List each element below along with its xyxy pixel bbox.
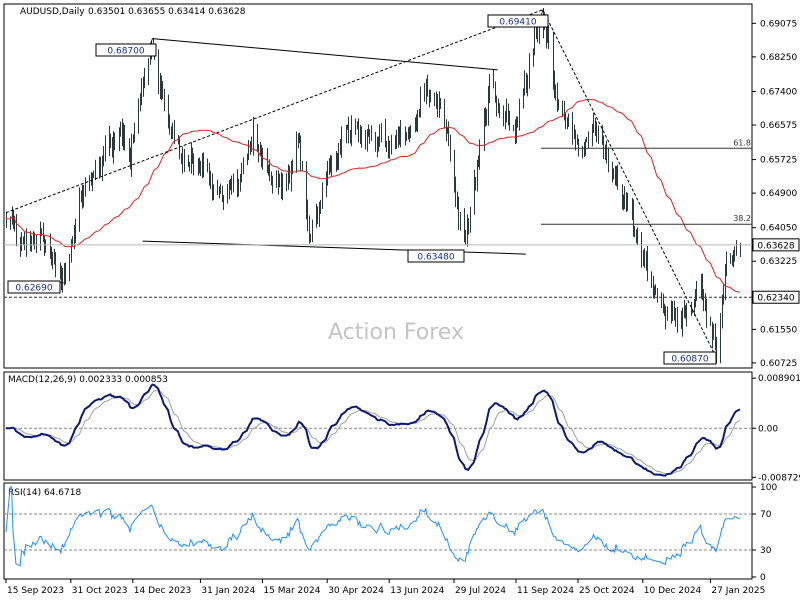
price-axis-label: 0.63225: [760, 257, 797, 267]
macd-axis-label: 0.008901: [758, 374, 800, 384]
price-axis-label: 0.69075: [760, 19, 797, 29]
price-axis-label: 0.64900: [760, 189, 797, 199]
price-callout-box: [7, 280, 61, 294]
macd-panel: MACD(12,26,9) 0.002333 0.000853 0.008901…: [3, 371, 800, 483]
price-axis-label: 0.68250: [760, 53, 797, 63]
x-axis: 15 Sep 2023 31 Oct 2023 14 Dec 2023 31 Jan …: [5, 579, 765, 596]
rsi-axis-label: 0: [760, 573, 766, 583]
price-callout-box: [663, 351, 717, 365]
x-axis-label: 31 Oct 2023: [72, 586, 128, 596]
macd-panel-frame: [3, 371, 753, 481]
x-axis-label: 27 Jan 2025: [711, 586, 765, 596]
x-axis-label: 11 Sep 2024: [517, 586, 574, 596]
price-callout-label: 0.60870: [671, 355, 708, 365]
price-axis-label: 0.64050: [760, 224, 797, 234]
axis-price-marker: [752, 290, 800, 304]
x-axis-label: 31 Jan 2024: [201, 586, 255, 596]
rsi-axis-label: 100: [760, 483, 777, 493]
ohlc-readout: 0.63501 0.63655 0.63414 0.63628: [88, 7, 246, 17]
price-callout-label: 0.68700: [107, 47, 144, 57]
axis-price-marker-label: 0.63628: [757, 241, 794, 251]
price-callout-label: 0.62690: [15, 284, 52, 294]
macd-layer: [4, 383, 752, 477]
price-axis-label: 0.60725: [760, 359, 797, 369]
rsi-panel-frame: [3, 482, 753, 580]
fib-382-label: 38.2: [733, 214, 751, 223]
price-callout-label: 0.69410: [499, 18, 536, 28]
axis-price-marker: [752, 238, 800, 252]
rsi-axis-label: 30: [760, 546, 772, 556]
rsi-axis: 100 70 30 0: [752, 483, 777, 583]
price-axis-label: 0.65725: [760, 156, 797, 166]
x-axis-label: 29 Jul 2024: [455, 586, 506, 596]
ohlc-bars: [6, 7, 741, 364]
moving-average-line: [5, 98, 741, 293]
rsi-axis-label: 70: [760, 510, 772, 520]
macd-axis-label: -0.008729: [758, 473, 800, 483]
price-axis-label: 0.66575: [760, 121, 797, 131]
watermark: Action Forex: [328, 320, 464, 345]
price-axis-label: 0.67400: [760, 87, 797, 97]
rsi-panel: RSI(14) 64.6718 100 70 30 0: [3, 482, 777, 583]
price-panel: AUDUSD,Daily 0.63501 0.63655 0.63414 0.6…: [3, 3, 800, 369]
fib-618-label: 61.8: [733, 138, 751, 147]
price-panel-frame: [3, 3, 753, 369]
price-callout-box: [95, 43, 157, 57]
x-axis-label: 13 Jun 2024: [390, 586, 444, 596]
x-axis-label: 15 Sep 2023: [7, 586, 64, 596]
macd-signal-line: [5, 389, 741, 475]
macd-axis: 0.008901 0.00 -0.008729: [752, 374, 800, 483]
trend-line: [5, 9, 543, 214]
price-axis: 0.69075 0.68250 0.67400 0.66575 0.65725 0.649…: [752, 19, 800, 369]
price-layer: 61.8 38.2 0.68700 0.69410 0.62690 0.63480 0.60…: [4, 7, 752, 365]
macd-axis-label: 0.00: [758, 424, 778, 434]
x-axis-label: 10 Dec 2024: [644, 586, 702, 596]
price-callout-box: [487, 14, 549, 28]
x-axis-label: 25 Oct 2024: [579, 586, 635, 596]
macd-line: [5, 383, 741, 477]
axis-price-marker-label: 0.62340: [757, 294, 794, 304]
macd-title: MACD(12,26,9) 0.002333 0.000853: [8, 375, 168, 385]
rsi-title: RSI(14) 64.6718: [8, 488, 81, 498]
x-axis-label: 30 Apr 2024: [328, 586, 384, 596]
chart-symbol: AUDUSD,Daily: [20, 7, 85, 17]
price-callout-label: 0.63480: [417, 253, 454, 263]
trend-line: [152, 38, 498, 71]
price-callout-box: [407, 249, 465, 263]
x-axis-label: 15 Mar 2024: [263, 586, 320, 596]
rsi-line: [5, 486, 741, 567]
x-axis-label: 14 Dec 2023: [134, 586, 192, 596]
rsi-layer: [4, 486, 752, 567]
price-axis-label: 0.61550: [760, 325, 797, 335]
